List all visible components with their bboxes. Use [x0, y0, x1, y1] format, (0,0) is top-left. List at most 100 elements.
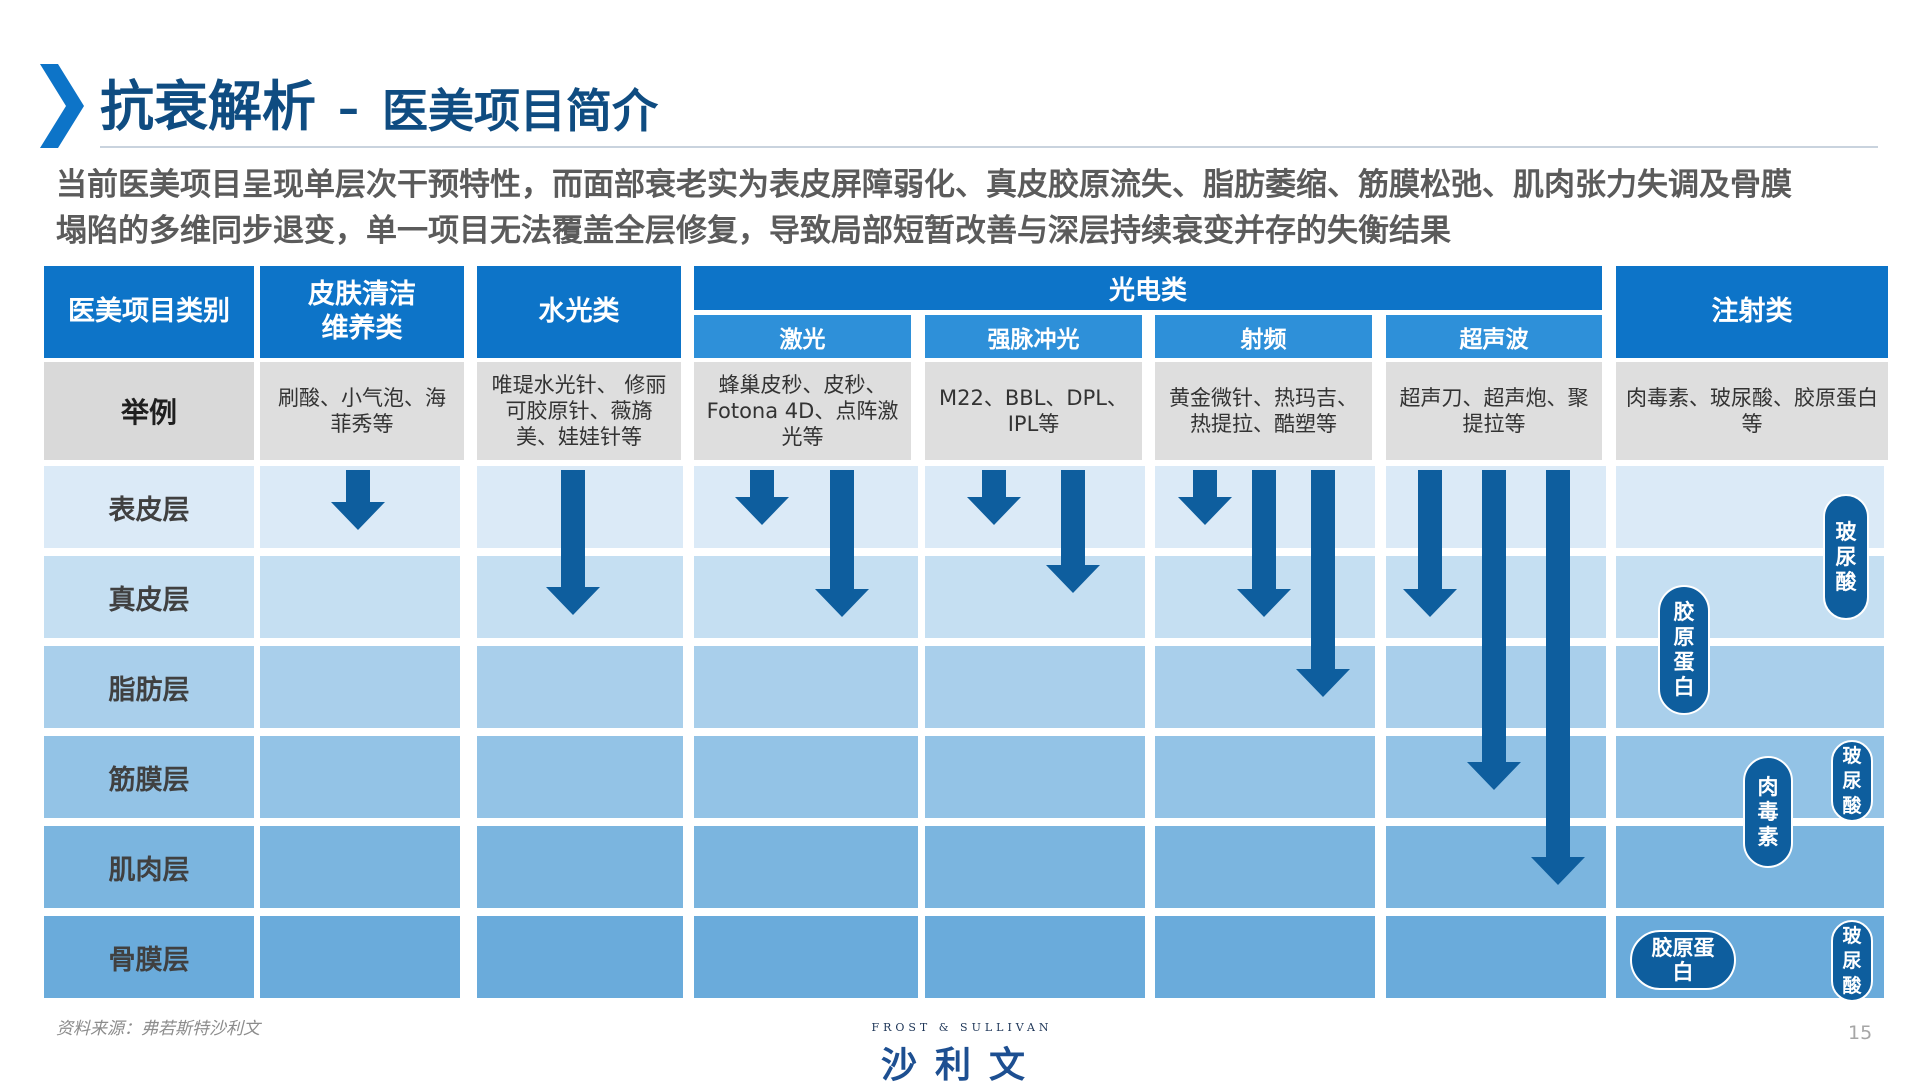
category-label-text: 医美项目类别: [68, 296, 230, 327]
marker-hyaluronic-epidermis: 玻尿酸: [1823, 494, 1869, 620]
marker-char: 肉: [1757, 774, 1779, 799]
layer-cell-rf: [1155, 916, 1375, 998]
marker-hyaluronic-periosteum: 玻尿酸: [1831, 920, 1873, 1002]
depth-arrow-shape: [967, 470, 1021, 525]
header-skin-clean: 皮肤清洁 维养类: [260, 266, 464, 358]
marker-text: 肉毒素: [1758, 775, 1779, 850]
subheader-ultrasound: 超声波: [1386, 315, 1602, 358]
example-rf-text: 黄金微针、热玛吉、热提拉、酷塑等: [1169, 386, 1358, 436]
depth-arrow-icon: [546, 470, 600, 615]
marker-char: 原: [1673, 625, 1695, 649]
example-skin-clean-text: 刷酸、小气泡、海菲秀等: [278, 386, 446, 436]
layer-cell-ipl: [925, 466, 1145, 548]
skin-clean-line2: 维养类: [321, 313, 403, 344]
ultrasound-label: 超声波: [1459, 326, 1529, 353]
example-label-text: 举例: [120, 396, 177, 429]
layer-label-4: 肌肉层: [44, 826, 254, 908]
marker-botox-fascia: 肉毒素: [1743, 756, 1793, 868]
header-injection: 注射类: [1616, 266, 1888, 358]
marker-char: 蛋: [1673, 650, 1695, 674]
page-subtitle: 医美项目简介: [382, 84, 658, 138]
marker-char: 白: [1673, 675, 1695, 699]
marker-char: 玻: [1842, 744, 1862, 767]
example-skin-clean: 刷酸、小气泡、海菲秀等: [260, 362, 464, 460]
layer-cell-water-light: [477, 826, 683, 908]
depth-arrow-icon: [815, 470, 869, 617]
layer-cell-laser: [694, 736, 918, 818]
example-water-light: 唯瑅水光针、 修丽可胶原针、薇旖美、娃娃针等: [477, 362, 681, 460]
depth-arrow-shape: [1237, 470, 1291, 617]
depth-arrow-icon: [1178, 470, 1232, 525]
layer-cell-skin-clean: [260, 736, 460, 818]
layer-cell-injection: [1616, 646, 1884, 728]
depth-arrow-shape: [1403, 470, 1457, 617]
marker-char: 酸: [1835, 569, 1857, 594]
depth-arrow-shape: [546, 470, 600, 615]
depth-arrow-shape: [735, 470, 789, 525]
example-ultrasound: 超声刀、超声炮、聚提拉等: [1386, 362, 1602, 460]
layer-cell-laser: [694, 646, 918, 728]
example-injection: 肉毒素、玻尿酸、胶原蛋白等: [1616, 362, 1888, 460]
example-ipl-text: M22、BBL、DPL、IPL等: [939, 386, 1128, 436]
title-divider: [100, 146, 1878, 148]
depth-arrow-icon: [1296, 470, 1350, 697]
depth-arrow-icon: [735, 470, 789, 525]
marker-collagen-dermis: 胶原蛋白: [1658, 585, 1710, 715]
layer-label-0: 表皮层: [44, 466, 254, 548]
layer-cell-rf: [1155, 736, 1375, 818]
marker-char: 毒: [1757, 799, 1779, 824]
page-title: 抗衰解析: [100, 75, 316, 138]
intro-line-1: 当前医美项目呈现单层次干预特性，而面部衰老实为表皮屏障弱化、真皮胶原流失、脂肪萎…: [56, 167, 1792, 203]
layer-cell-water-light: [477, 736, 683, 818]
layer-label-1: 真皮层: [44, 556, 254, 638]
marker-char: 素: [1757, 824, 1779, 849]
example-rf: 黄金微针、热玛吉、热提拉、酷塑等: [1155, 362, 1372, 460]
layer-cell-ipl: [925, 826, 1145, 908]
header-water-light: 水光类: [477, 266, 681, 358]
layer-label-2: 脂肪层: [44, 646, 254, 728]
marker-char: 尿: [1835, 544, 1857, 569]
marker-text: 玻尿酸: [1836, 520, 1857, 595]
depth-arrow-icon: [1237, 470, 1291, 617]
layer-cell-ipl: [925, 646, 1145, 728]
depth-arrow-shape: [1467, 470, 1521, 790]
depth-arrow-icon: [967, 470, 1021, 525]
depth-arrow-shape: [815, 470, 869, 617]
subheader-rf: 射频: [1155, 315, 1372, 358]
layer-cell-water-light: [477, 646, 683, 728]
depth-arrow-icon: [331, 470, 385, 530]
layer-label-5: 骨膜层: [44, 916, 254, 998]
layer-cell-ipl: [925, 736, 1145, 818]
title-separator: –: [338, 84, 359, 133]
example-laser-text: 蜂巢皮秒、皮秒、Fotona 4D、点阵激光等: [706, 373, 899, 449]
layer-cell-ultrasound: [1386, 916, 1606, 998]
marker-char: 尿: [1842, 769, 1862, 792]
marker-hyaluronic-fascia: 玻尿酸: [1831, 740, 1873, 822]
layer-cell-skin-clean: [260, 826, 460, 908]
depth-arrow-icon: [1531, 470, 1585, 885]
example-injection-text: 肉毒素、玻尿酸、胶原蛋白等: [1626, 386, 1878, 436]
marker-char: 酸: [1842, 974, 1862, 997]
marker-text: 玻尿酸: [1842, 924, 1861, 999]
depth-arrow-icon: [1046, 470, 1100, 593]
depth-arrow-shape: [1178, 470, 1232, 525]
injection-label: 注射类: [1711, 296, 1793, 327]
photoelectric-label: 光电类: [1108, 275, 1187, 306]
page-number: 15: [1848, 1022, 1873, 1044]
ipl-label: 强脉冲光: [987, 326, 1080, 353]
source-note: 资料来源：弗若斯特沙利文: [56, 1019, 260, 1039]
depth-arrow-icon: [1467, 470, 1521, 790]
marker-char: 酸: [1842, 794, 1862, 817]
depth-arrow-shape: [1531, 470, 1585, 885]
example-laser: 蜂巢皮秒、皮秒、Fotona 4D、点阵激光等: [694, 362, 911, 460]
depth-arrow-shape: [1296, 470, 1350, 697]
marker-char: 胶: [1673, 600, 1695, 624]
laser-label: 激光: [779, 326, 826, 353]
subheader-ipl: 强脉冲光: [925, 315, 1142, 358]
layer-cell-laser: [694, 556, 918, 638]
company-logo-cn: 沙利文: [880, 1045, 1043, 1086]
skin-clean-line1: 皮肤清洁: [308, 279, 416, 310]
depth-arrow-icon: [1403, 470, 1457, 617]
example-water-light-text: 唯瑅水光针、 修丽可胶原针、薇旖美、娃娃针等: [491, 373, 667, 449]
example-row-label: 举例: [44, 362, 254, 460]
